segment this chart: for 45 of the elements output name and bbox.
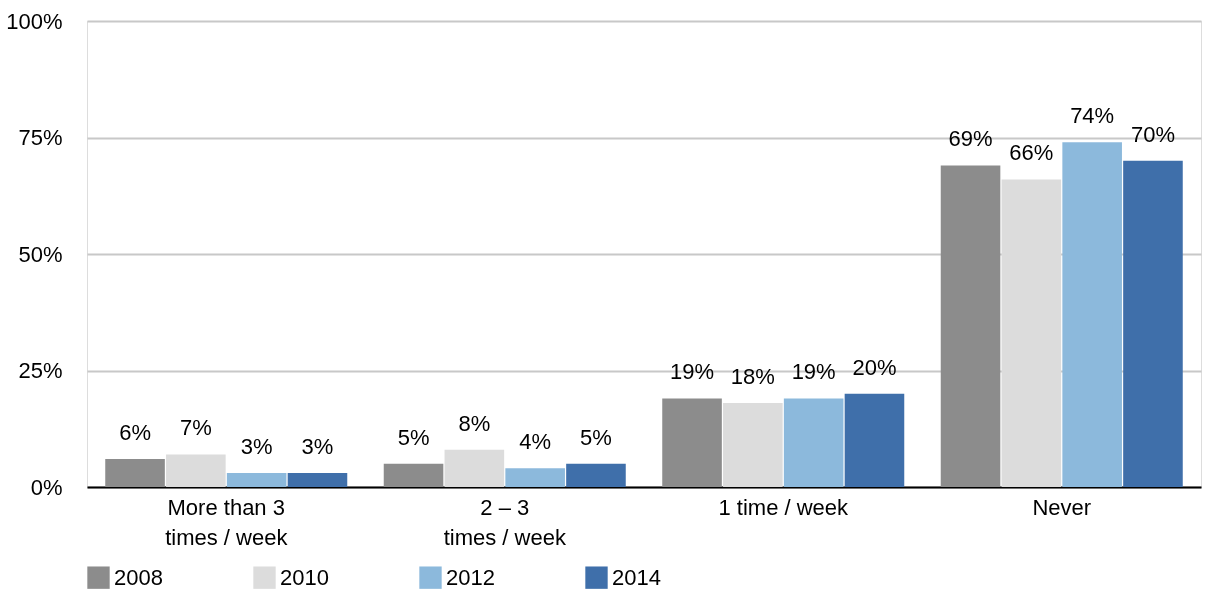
data-label: 20% bbox=[852, 354, 897, 380]
bar bbox=[783, 398, 844, 487]
data-label: 8% bbox=[458, 410, 491, 436]
bar bbox=[166, 454, 226, 487]
data-label: 69% bbox=[948, 126, 993, 152]
data-label: 7% bbox=[179, 415, 212, 441]
bar bbox=[844, 393, 905, 487]
y-tick-label: 75% bbox=[18, 125, 63, 150]
data-label: 18% bbox=[730, 364, 775, 390]
bar bbox=[505, 468, 565, 487]
data-label: 19% bbox=[791, 359, 836, 385]
x-tick-label: 2 – 3 times / week bbox=[443, 494, 567, 550]
data-label: 6% bbox=[119, 420, 151, 446]
bar bbox=[105, 459, 165, 487]
legend-label: 2010 bbox=[280, 564, 329, 590]
legend-label: 2008 bbox=[114, 564, 163, 590]
data-label: 74% bbox=[1070, 103, 1115, 129]
data-label: 66% bbox=[1009, 140, 1054, 166]
data-label: 4% bbox=[519, 429, 552, 455]
bar bbox=[1062, 142, 1122, 487]
bar bbox=[566, 463, 626, 487]
data-label: 3% bbox=[301, 434, 334, 460]
data-label: 5% bbox=[397, 424, 430, 450]
x-tick-label: Never bbox=[1032, 494, 1092, 520]
y-tick-label: 25% bbox=[18, 358, 63, 383]
bar bbox=[1001, 179, 1062, 487]
bar bbox=[662, 398, 722, 487]
data-label: 19% bbox=[670, 359, 715, 385]
legend-label: 2014 bbox=[612, 564, 661, 590]
x-tick-label: 1 time / week bbox=[718, 494, 850, 520]
data-label: 3% bbox=[240, 434, 273, 460]
bar bbox=[1123, 160, 1183, 487]
bar bbox=[723, 403, 783, 487]
bar bbox=[444, 449, 505, 487]
bar bbox=[226, 473, 287, 487]
y-tick-label: 100% bbox=[6, 8, 63, 34]
data-label: 70% bbox=[1130, 121, 1175, 147]
bar bbox=[383, 463, 444, 487]
bar bbox=[940, 165, 1001, 487]
x-tick-label: More than 3 times / week bbox=[165, 494, 289, 550]
y-tick-label: 50% bbox=[18, 241, 63, 267]
bar bbox=[287, 473, 348, 487]
y-tick-label: 0% bbox=[30, 474, 63, 500]
legend-label: 2012 bbox=[446, 564, 495, 590]
data-label: 5% bbox=[580, 424, 612, 450]
